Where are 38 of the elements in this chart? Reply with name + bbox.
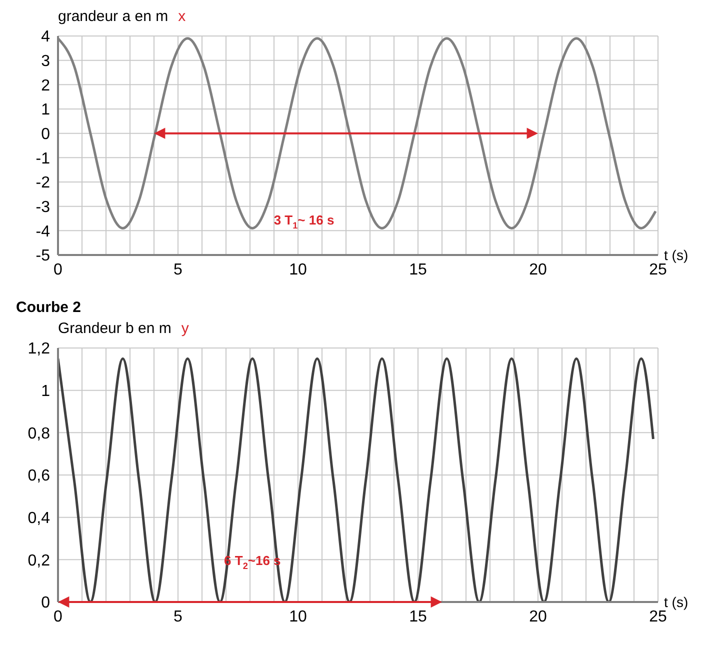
y-tick-label: 1,2 bbox=[28, 340, 50, 358]
y-tick-label: -2 bbox=[36, 174, 50, 192]
x-tick-label: 15 bbox=[409, 261, 427, 278]
x-tick-label: 5 bbox=[174, 608, 183, 626]
y-tick-label: 0 bbox=[41, 126, 50, 144]
annotation: 3 T$_{1}$~ 16 s bbox=[274, 212, 334, 231]
text: x bbox=[178, 8, 186, 25]
y-tick-label: 2 bbox=[41, 77, 50, 94]
y-tick-label: -5 bbox=[36, 248, 50, 265]
y-tick-label: -3 bbox=[36, 199, 50, 216]
chart-title: Courbe 2 bbox=[16, 299, 82, 316]
text: y bbox=[181, 320, 189, 337]
x-axis-title: t (s) bbox=[664, 594, 688, 610]
y-tick-label: 0,4 bbox=[28, 510, 50, 528]
y-axis-title: Grandeur b en m bbox=[58, 320, 172, 337]
x-tick-label: 10 bbox=[289, 608, 307, 626]
x-tick-label: 10 bbox=[289, 261, 307, 278]
y-tick-label: 4 bbox=[41, 28, 50, 46]
y-tick-label: 0,2 bbox=[28, 552, 50, 570]
y-tick-label: -1 bbox=[36, 150, 50, 168]
y-tick-label: 3 bbox=[41, 53, 50, 70]
x-axis-title: t (s) bbox=[664, 247, 688, 263]
x-tick-label: 20 bbox=[529, 608, 547, 626]
x-tick-label: 0 bbox=[54, 261, 63, 278]
y-tick-label: 1 bbox=[41, 383, 50, 400]
line-series bbox=[58, 357, 654, 602]
y-tick-label: 0,6 bbox=[28, 468, 50, 485]
y-tick-label: 0 bbox=[41, 594, 50, 612]
y-axis-title: grandeur a en m bbox=[58, 8, 168, 25]
y-tick-label: -4 bbox=[36, 223, 50, 240]
y-tick-label: 0,8 bbox=[28, 425, 50, 442]
x-tick-label: 15 bbox=[409, 608, 427, 626]
x-tick-label: 25 bbox=[649, 261, 667, 278]
y-tick-label: 1 bbox=[41, 102, 50, 119]
x-tick-label: 0 bbox=[54, 608, 63, 626]
x-tick-label: 5 bbox=[174, 261, 183, 278]
x-tick-label: 20 bbox=[529, 261, 547, 278]
x-tick-label: 25 bbox=[649, 608, 667, 626]
